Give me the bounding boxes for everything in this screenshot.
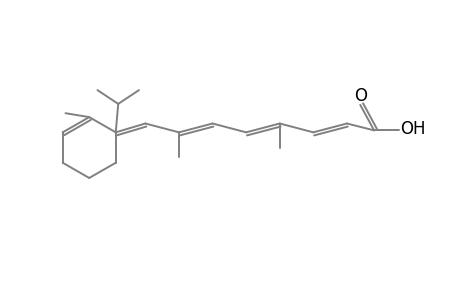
Text: O: O [353,87,366,105]
Text: OH: OH [399,120,425,138]
